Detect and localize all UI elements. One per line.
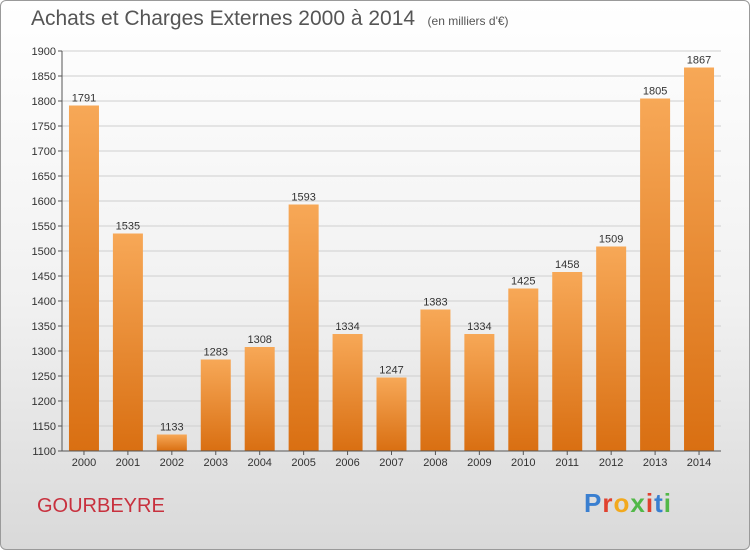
- x-tick-label: 2003: [204, 457, 228, 469]
- data-label-2006: 1334: [335, 321, 359, 333]
- data-label-2000: 1791: [72, 93, 96, 105]
- bar-2005: [288, 204, 319, 451]
- y-tick-label: 1150: [32, 421, 56, 433]
- axis-layer: 1100 1150 1200 1250 1300 1350 1400 1450 1500 1550…: [32, 46, 721, 469]
- data-label-2004: 1308: [247, 334, 271, 346]
- y-tick-label: 1850: [32, 71, 56, 83]
- logo-letter: i: [645, 488, 655, 518]
- bar-2002: [156, 434, 187, 451]
- x-tick-label: 2009: [467, 457, 491, 469]
- bar-2007: [376, 377, 407, 451]
- data-label-2008: 1383: [423, 297, 447, 309]
- bar-2010: [508, 288, 539, 451]
- data-label-2002: 1133: [160, 422, 184, 434]
- bar-2013: [640, 98, 671, 451]
- x-tick-label: 2002: [160, 457, 184, 469]
- title-row: Achats et Charges Externes 2000 à 2014 (…: [31, 7, 509, 31]
- x-tick-label: 2011: [555, 457, 579, 469]
- logo-letter: o: [613, 488, 631, 518]
- data-label-2009: 1334: [467, 321, 491, 333]
- y-tick-label: 1550: [32, 221, 56, 233]
- x-tick-label: 2014: [687, 457, 711, 469]
- bar-2014: [684, 67, 715, 451]
- y-tick-label: 1450: [32, 271, 56, 283]
- x-tick-label: 2004: [247, 457, 271, 469]
- y-tick-label: 1500: [32, 246, 56, 258]
- data-label-2014: 1867: [687, 55, 711, 67]
- bar-2011: [552, 272, 583, 451]
- x-tick-label: 2008: [423, 457, 447, 469]
- data-label-2001: 1535: [116, 221, 140, 233]
- y-tick-label: 1100: [32, 446, 56, 458]
- y-tick-label: 1600: [32, 196, 56, 208]
- data-label-2012: 1509: [599, 234, 623, 246]
- logo-letter: t: [654, 488, 664, 518]
- bar-2000: [68, 105, 99, 451]
- bar-2001: [112, 233, 143, 451]
- logo-letter: i: [663, 488, 672, 518]
- y-tick-label: 1350: [32, 321, 56, 333]
- data-label-2013: 1805: [643, 86, 667, 98]
- x-tick-label: 2006: [335, 457, 359, 469]
- y-tick-label: 1750: [32, 121, 56, 133]
- data-label-2010: 1425: [511, 276, 535, 288]
- y-tick-label: 1650: [32, 171, 56, 183]
- y-tick-label: 1800: [32, 96, 56, 108]
- data-label-2003: 1283: [204, 347, 228, 359]
- y-tick-label: 1200: [32, 396, 56, 408]
- y-tick-label: 1400: [32, 296, 56, 308]
- bar-2012: [596, 246, 627, 451]
- chart-unit: (en milliers d'€): [427, 14, 509, 28]
- data-label-2005: 1593: [291, 192, 315, 204]
- logo-letter: x: [630, 488, 646, 518]
- y-tick-label: 1250: [32, 371, 56, 383]
- data-label-2011: 1458: [555, 259, 579, 271]
- y-tick-label: 1900: [32, 46, 56, 58]
- data-label-2007: 1247: [379, 365, 403, 377]
- x-tick-label: 2000: [72, 457, 96, 469]
- chart-title: Achats et Charges Externes 2000 à 2014: [31, 7, 416, 30]
- logo-letter: P: [584, 488, 603, 518]
- x-tick-label: 2013: [643, 457, 667, 469]
- bar-2004: [244, 347, 275, 451]
- x-tick-label: 2010: [511, 457, 535, 469]
- x-tick-label: 2005: [291, 457, 315, 469]
- bar-layer: 1791 1535 1133 1283 1308 1593 1334 1247 1383 1334…: [68, 55, 715, 451]
- bar-2003: [200, 359, 231, 451]
- bar-2009: [464, 334, 495, 451]
- place-name: GOURBEYRE: [37, 495, 165, 517]
- x-tick-label: 2001: [116, 457, 140, 469]
- logo-letter: r: [602, 488, 614, 518]
- proxiti-logo[interactable]: Proxiti: [584, 488, 672, 519]
- bar-2008: [420, 309, 451, 451]
- y-tick-label: 1300: [32, 346, 56, 358]
- bar-2006: [332, 334, 363, 451]
- x-tick-label: 2007: [379, 457, 403, 469]
- x-tick-label: 2012: [599, 457, 623, 469]
- y-tick-label: 1700: [32, 146, 56, 158]
